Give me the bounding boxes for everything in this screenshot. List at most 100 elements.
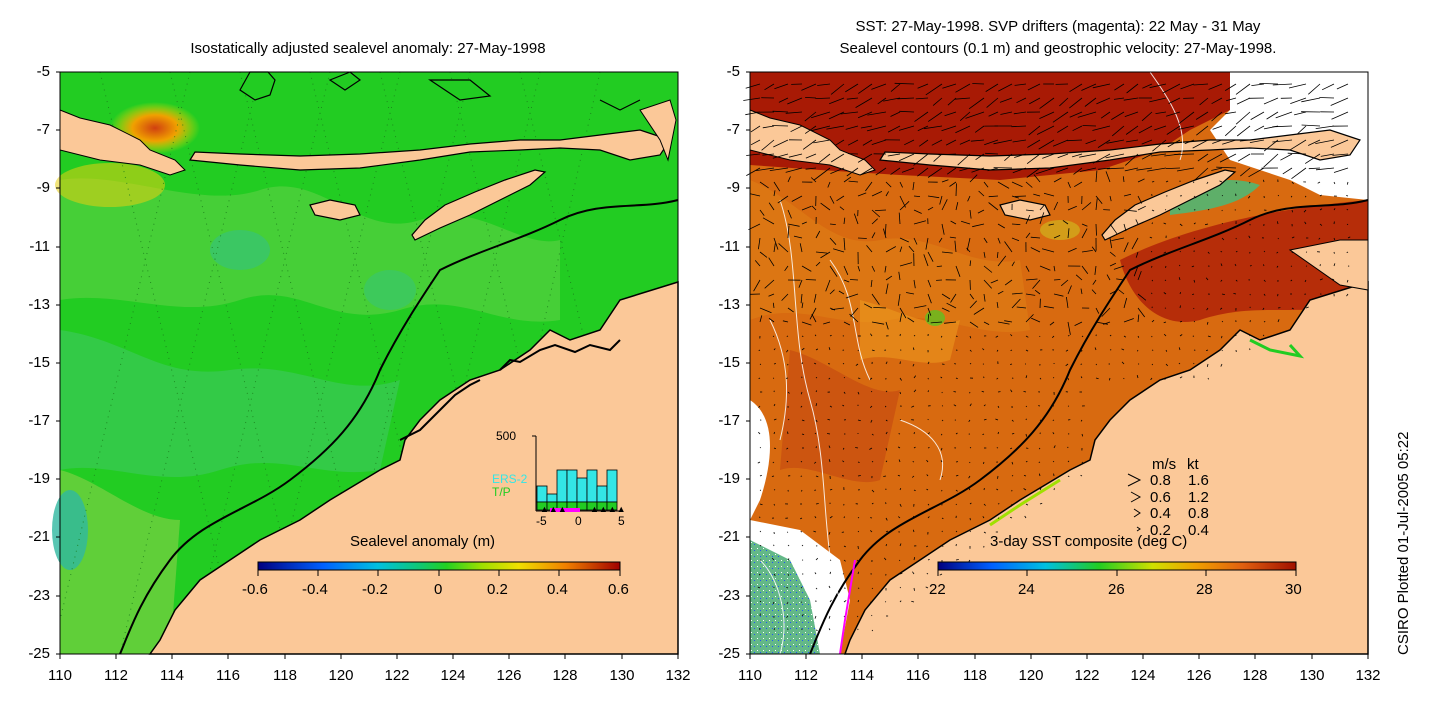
velocity-arrow [885,543,888,547]
velocity-arrow [786,587,789,589]
velocity-arrow [913,389,917,393]
velocity-arrow [927,251,934,262]
velocity-arrow [1276,265,1279,268]
velocity-arrow [1013,111,1027,115]
velocity-arrow [998,83,1013,92]
velocity-arrow [1303,209,1307,213]
velocity-arrow [944,321,957,324]
velocity-arrow [883,475,887,477]
velocity-arrow [1234,263,1237,267]
velocity-arrow [1011,237,1020,242]
velocity-arrow [871,502,874,505]
velocity-arrow [786,335,789,337]
velocity-arrow [1179,320,1183,323]
velocity-arrow [978,190,985,197]
velocity-arrow [1165,167,1181,169]
velocity-arrow [856,615,859,618]
velocity-arrow [965,111,985,119]
velocity-arrow [1106,274,1111,281]
velocity-arrow [959,139,971,145]
velocity-arrow [778,243,789,253]
velocity-arrow [759,307,772,314]
velocity-arrow [1133,265,1139,277]
velocity-arrow [897,97,915,100]
right-colorbar-tick: 30 [1285,581,1302,598]
left-axis-ticks [56,71,679,659]
velocity-arrow [917,83,929,89]
velocity-arrow [1081,202,1092,211]
velocity-arrow [857,237,867,239]
velocity-arrow [1165,265,1167,269]
velocity-arrow [927,503,930,506]
velocity-arrow [983,279,992,289]
velocity-arrow [805,153,817,159]
velocity-arrow [926,459,929,463]
velocity-arrow [1075,274,1083,281]
right-xtick: 128 [1242,667,1268,684]
velocity-arrow [1010,389,1013,393]
velocity-arrow [1043,192,1055,197]
velocity-arrow [1184,139,1195,145]
left-ytick: -11 [29,238,50,255]
velocity-arrow [968,559,971,562]
velocity-arrow [1057,125,1069,133]
velocity-arrow [1011,461,1014,465]
velocity-legend-ms: 0.8 [1150,472,1171,489]
velocity-arrow [830,83,845,95]
velocity-arrow [899,503,902,507]
velocity-arrow [1095,195,1103,205]
velocity-arrow [1263,250,1266,253]
velocity-arrow [1113,97,1125,100]
velocity-arrow [857,111,873,119]
velocity-arrow [1137,205,1146,211]
inset-xtick: -5 [536,514,547,528]
velocity-arrow [838,290,845,295]
velocity-arrow [941,475,944,478]
velocity-arrow [815,403,818,407]
velocity-arrow [908,245,915,253]
velocity-arrow [1308,139,1321,146]
velocity-arrow [758,237,761,250]
velocity-arrow [1012,167,1027,174]
velocity-arrow [997,290,1004,295]
velocity-arrow [1272,139,1293,143]
velocity-arrow [1290,279,1293,282]
velocity-arrow [774,83,789,90]
velocity-arrow [927,361,930,365]
velocity-arrow [927,559,930,561]
velocity-arrow [750,125,761,133]
velocity-arrow [885,431,888,435]
velocity-arrow [1346,251,1349,254]
velocity-arrow [1164,209,1167,211]
velocity-arrow [1085,139,1097,145]
velocity-arrow [890,83,901,92]
velocity-arrow [1155,111,1167,114]
velocity-arrow [1291,167,1307,180]
velocity-arrow [940,376,943,379]
velocity-arrow [899,419,902,421]
velocity-arrow [1109,377,1111,381]
velocity-arrow [946,167,957,175]
velocity-arrow [1039,377,1042,380]
velocity-arrow [801,419,805,422]
velocity-arrow [1016,97,1027,104]
velocity-arrow [857,377,861,379]
velocity-arrow [1026,167,1041,178]
velocity-arrow [1290,195,1293,198]
velocity-arrow [1056,167,1069,173]
velocity-arrow [1178,277,1181,281]
velocity-arrow [1057,153,1069,159]
velocity-arrow [773,628,776,631]
velocity-arrow [887,125,901,133]
velocity-arrow [1221,194,1224,197]
velocity-arrow [805,279,817,281]
velocity-arrow [773,237,779,250]
velocity-arrow [773,573,776,577]
histogram-bar-tp [606,501,618,511]
velocity-arrow [871,232,876,239]
velocity-arrow [772,601,775,605]
right-colorbar [937,561,1297,571]
velocity-arrow [1106,167,1125,170]
velocity-arrow [917,167,929,177]
velocity-arrow [983,418,987,421]
